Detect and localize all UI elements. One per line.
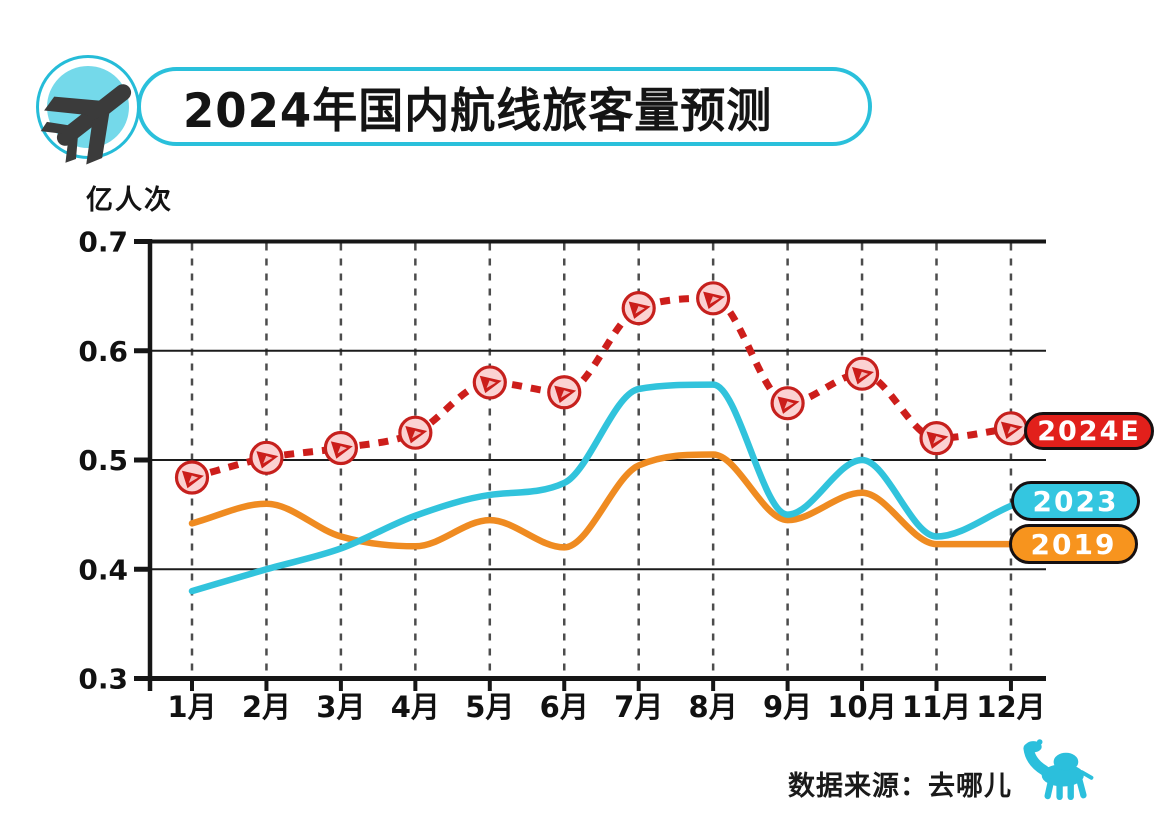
- y-tick-label: 0.5: [78, 444, 128, 477]
- airplane-icon: [40, 84, 132, 165]
- data-point-marker: [323, 430, 358, 466]
- data-point-marker: [919, 421, 954, 456]
- paper-plane-icon: [1000, 421, 1023, 440]
- x-tick-label: 3月: [316, 690, 365, 724]
- series-2024E-line: [191, 294, 1027, 481]
- data-point-marker: [696, 281, 731, 316]
- x-tick-label: 10月: [827, 690, 896, 724]
- legend-label: 2019: [1030, 527, 1117, 561]
- data-point-marker: [174, 460, 210, 495]
- x-tick-label: 8月: [689, 690, 738, 724]
- data-point-marker: [770, 386, 805, 421]
- x-tick-label: 12月: [976, 690, 1045, 724]
- data-point-marker: [844, 356, 880, 391]
- y-tick-label: 0.7: [78, 226, 128, 259]
- x-tick-label: 11月: [902, 690, 971, 724]
- data-point-marker: [547, 375, 582, 410]
- paper-plane-icon: [479, 375, 502, 394]
- x-tick-label: 4月: [391, 690, 440, 724]
- y-tick-label: 0.4: [78, 553, 128, 586]
- x-tick-label: 7月: [614, 690, 663, 724]
- data-point-marker: [993, 411, 1029, 446]
- paper-plane-icon: [852, 367, 874, 385]
- y-axis-unit-label: 亿人次: [86, 185, 173, 216]
- title-pill: 2024年国内航线旅客量预测: [137, 67, 872, 146]
- page-title: 2024年国内航线旅客量预测: [183, 82, 773, 139]
- legend-badge-2024e: 2024E: [1024, 412, 1154, 450]
- data-point-marker: [472, 365, 507, 400]
- data-point-marker: [249, 440, 284, 475]
- data-point-marker: [398, 415, 433, 450]
- paper-plane-icon: [777, 396, 800, 414]
- x-tick-label: 9月: [763, 690, 812, 724]
- y-tick-label: 0.6: [78, 335, 128, 368]
- data-point-marker: [621, 291, 656, 326]
- x-tick-label: 1月: [167, 690, 216, 724]
- y-tick-label: 0.3: [78, 663, 128, 696]
- legend-badge-2023: 2023: [1011, 481, 1140, 521]
- paper-plane-icon: [926, 431, 949, 449]
- x-tick-label: 6月: [540, 690, 589, 724]
- paper-plane-icon: [703, 291, 726, 310]
- x-tick-label: 5月: [465, 690, 514, 724]
- x-tick-label: 2月: [242, 690, 291, 724]
- paper-plane-icon: [256, 451, 279, 469]
- legend-label: 2023: [1032, 484, 1119, 518]
- series-2019-line: [188, 451, 1030, 551]
- paper-plane-icon: [554, 385, 577, 404]
- paper-plane-icon: [405, 426, 428, 444]
- paper-plane-icon: [330, 441, 353, 459]
- series-2023-line: [188, 381, 1030, 595]
- paper-plane-icon: [628, 301, 651, 319]
- legend-badge-2019: 2019: [1009, 524, 1138, 564]
- legend-label: 2024E: [1037, 415, 1141, 447]
- paper-plane-icon: [181, 470, 204, 489]
